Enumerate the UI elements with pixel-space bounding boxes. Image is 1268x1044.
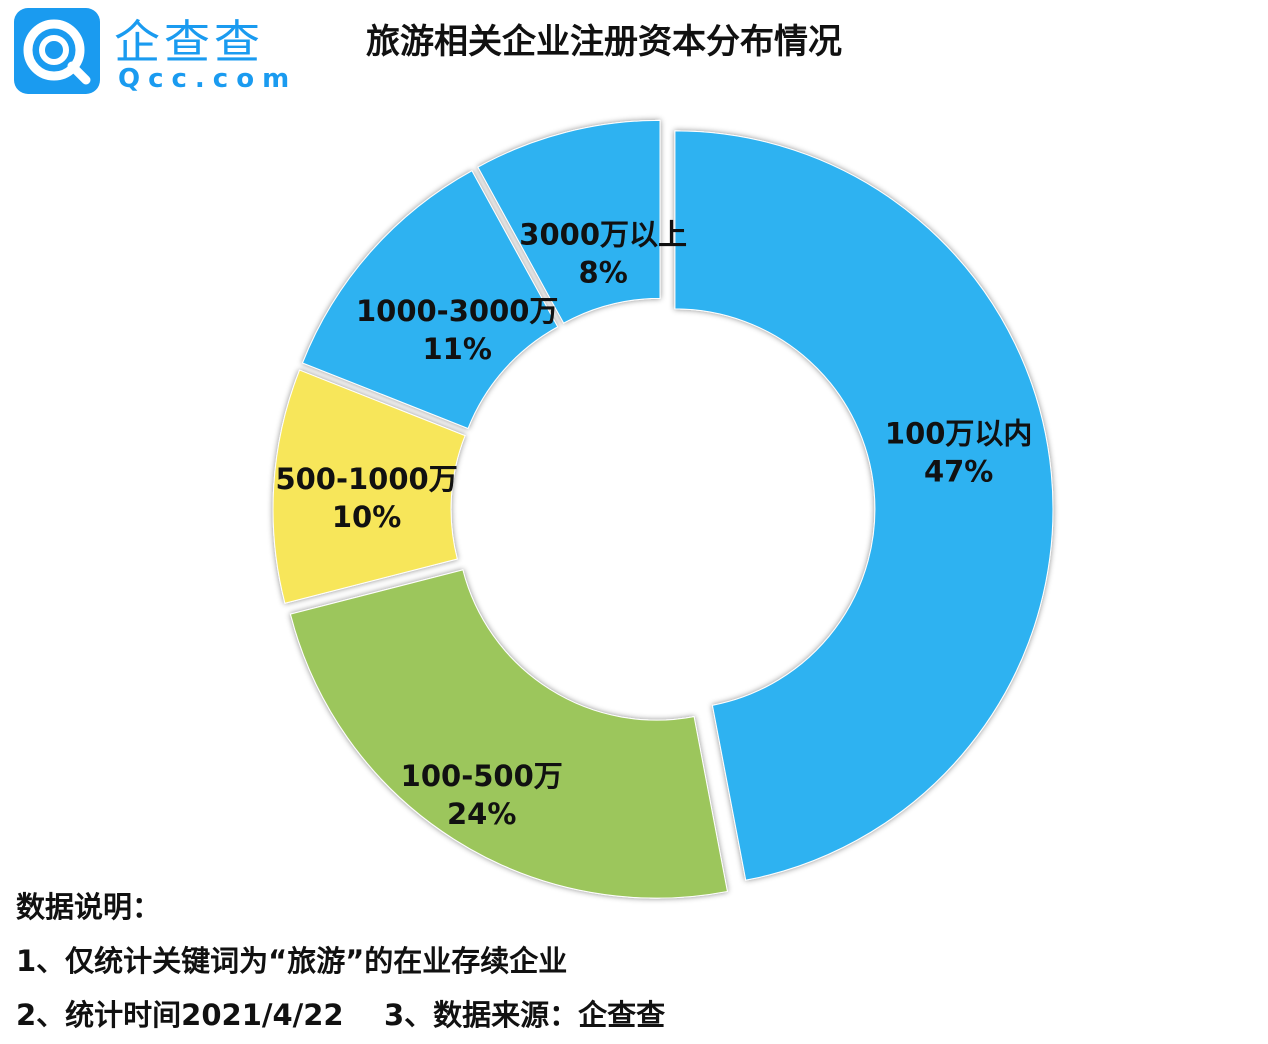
notes-heading: 数据说明： (16, 890, 162, 924)
slice-label-category: 3000万以上 (519, 217, 687, 251)
qcc-logo-icon (14, 8, 100, 94)
slice-label-value: 47% (924, 455, 993, 489)
slice-label-value: 8% (579, 255, 628, 289)
slice-label-category: 100-500万 (401, 759, 563, 793)
logo-name-cn: 企查查 (114, 15, 264, 69)
notes-line-2: 2、统计时间2021/4/22 3、数据来源：企查查 (16, 998, 666, 1032)
slice-500-1000 (272, 369, 466, 604)
slice-label-value: 11% (423, 332, 492, 366)
qcc-logo: 企查查 Qcc.com (14, 6, 289, 98)
slice-3000 (477, 119, 661, 324)
slice-label-value: 24% (447, 797, 516, 831)
data-notes: 数据说明： 1、仅统计关键词为“旅游”的在业存续企业 2、统计时间2021/4/… (16, 880, 665, 1042)
notes-line-1: 1、仅统计关键词为“旅游”的在业存续企业 (16, 944, 568, 978)
logo-name-en: Qcc.com (118, 64, 298, 94)
chart-title: 旅游相关企业注册资本分布情况 (366, 22, 842, 62)
slice-1000-3000 (301, 170, 559, 430)
slice-label-category: 500-1000万 (275, 462, 457, 496)
slice-label-value: 10% (332, 500, 401, 534)
slice-100-500 (289, 569, 728, 899)
slice-100 (674, 130, 1054, 881)
slice-label-category: 100万以内 (885, 417, 1033, 451)
slice-label-category: 1000-3000万 (356, 294, 558, 328)
